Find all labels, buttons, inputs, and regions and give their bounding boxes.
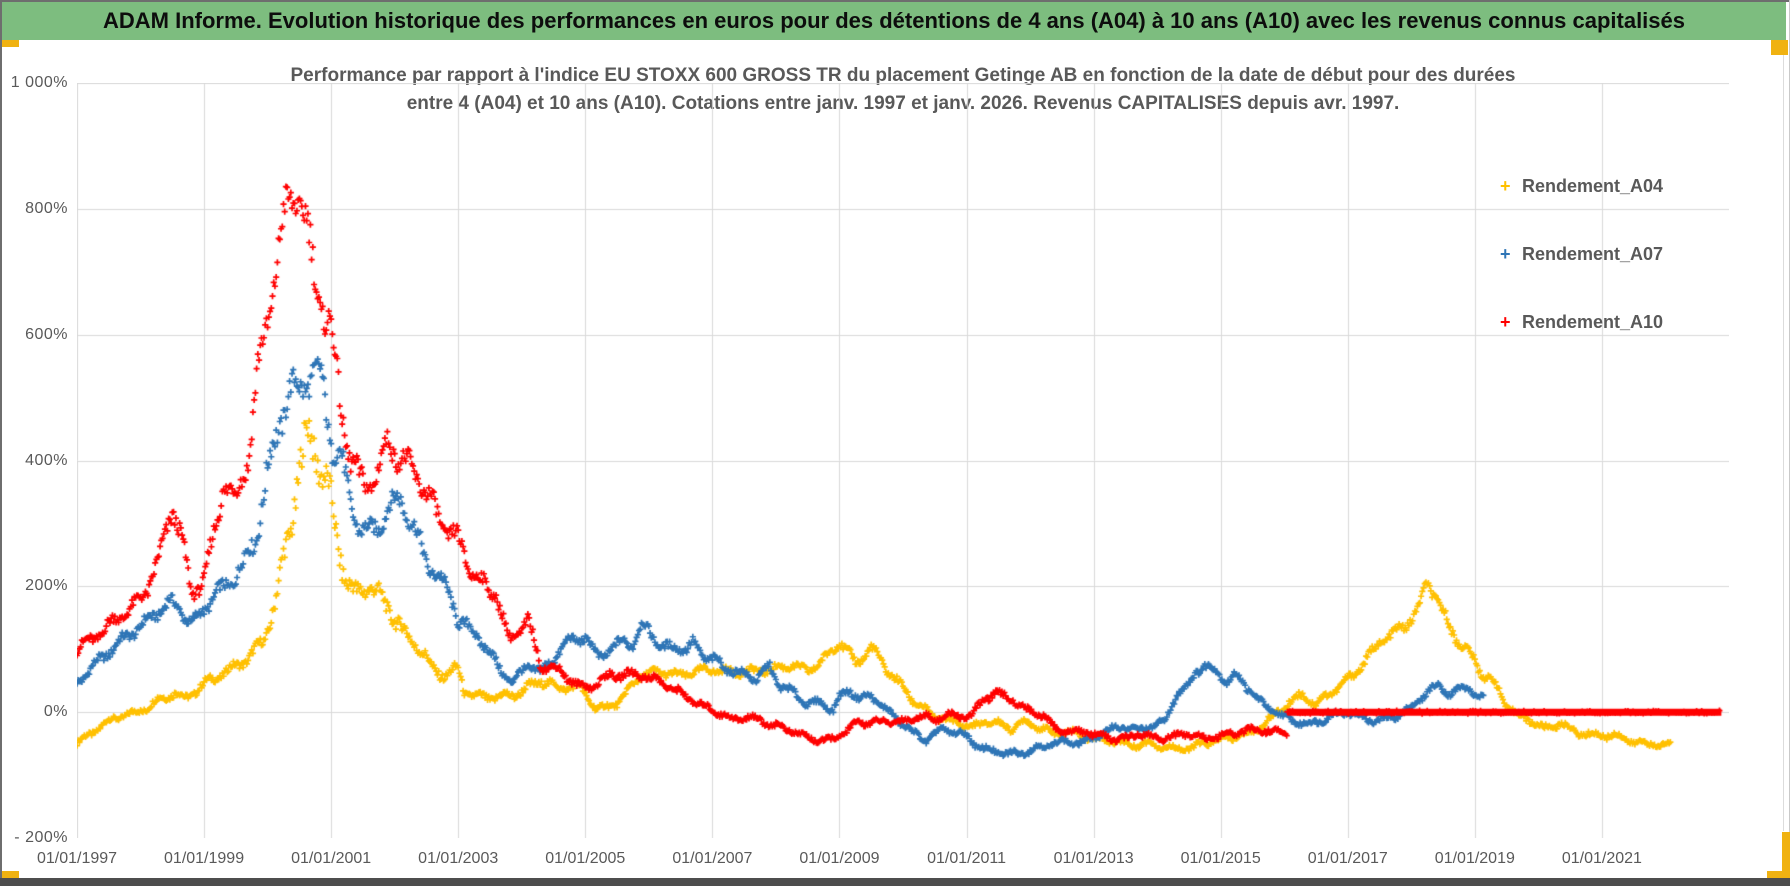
gold-accent-bottom-left (2, 871, 19, 880)
x-tick-label: 01/01/1997 (36, 850, 118, 867)
legend-item-rendement_a10: + Rendement_A10 (1500, 309, 1690, 335)
x-tick-label: 01/01/2021 (1561, 850, 1642, 867)
plus-marker-icon: + (1500, 176, 1511, 196)
y-tick-label: - 200% (14, 829, 68, 846)
gold-accent-bottom-right-horizontal (1767, 871, 1790, 880)
x-tick-label: 01/01/2001 (291, 850, 372, 867)
gold-accent-top-right (1771, 40, 1788, 55)
gold-accent-top-left (2, 40, 19, 47)
x-tick-label: 01/01/2019 (1434, 850, 1515, 867)
x-tick-label: 01/01/2011 (927, 850, 1006, 867)
legend-label: Rendement_A10 (1522, 311, 1664, 332)
legend-label: Rendement_A07 (1522, 243, 1664, 264)
legend-item-rendement_a07: + Rendement_A07 (1500, 241, 1690, 267)
frame-border-top (0, 0, 1790, 2)
frame-border-left (0, 0, 2, 886)
bottom-bar (0, 878, 1790, 886)
header-bar: ADAM Informe. Evolution historique des p… (2, 2, 1786, 40)
x-tick-label: 01/01/2009 (799, 850, 880, 867)
x-tick-label: 01/01/2013 (1053, 850, 1134, 867)
y-tick-label: 400% (25, 451, 68, 469)
chart-title-line1: Performance par rapport à l'indice EU ST… (290, 65, 1516, 86)
legend-label: Rendement_A04 (1522, 175, 1664, 196)
plus-marker-icon: + (1500, 244, 1511, 264)
chart-object-right-edge (1783, 55, 1784, 831)
x-tick-label: 01/01/2015 (1180, 850, 1261, 867)
x-tick-label: 01/01/2017 (1307, 850, 1388, 867)
legend-item-rendement_a04: + Rendement_A04 (1500, 173, 1690, 199)
plus-marker-icon: + (1500, 312, 1511, 332)
x-tick-label: 01/01/2005 (545, 850, 626, 867)
gold-accent-bottom-right-vertical (1782, 832, 1790, 880)
page-title: ADAM Informe. Evolution historique des p… (102, 8, 1685, 33)
y-tick-label: 1 000% (10, 74, 68, 91)
y-tick-label: 800% (25, 199, 68, 217)
plot-area (77, 83, 1729, 838)
x-tick-label: 01/01/1999 (164, 850, 245, 867)
x-tick-label: 01/01/2007 (672, 850, 753, 867)
x-tick-label: 01/01/2003 (418, 850, 499, 867)
y-tick-label: 0% (43, 703, 68, 721)
y-tick-label: 200% (25, 577, 68, 595)
legend: + Rendement_A04 + Rendement_A07 + Rendement_A… (1500, 173, 1690, 335)
y-tick-label: 600% (25, 325, 68, 343)
